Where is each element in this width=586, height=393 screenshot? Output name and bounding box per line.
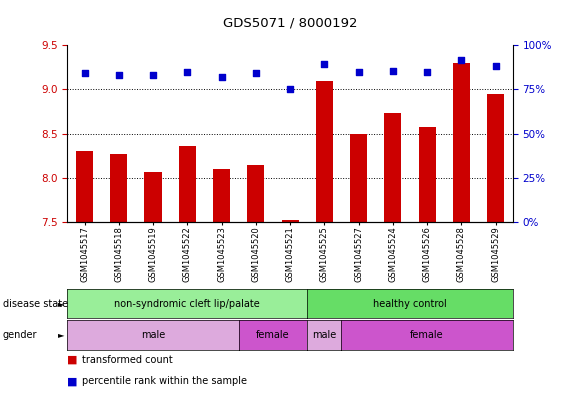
Point	[319, 61, 329, 67]
Point	[148, 72, 158, 78]
Text: ■: ■	[67, 354, 78, 365]
Text: healthy control: healthy control	[373, 299, 447, 309]
Text: gender: gender	[3, 330, 38, 340]
Text: ■: ■	[67, 376, 78, 386]
Text: non-syndromic cleft lip/palate: non-syndromic cleft lip/palate	[114, 299, 260, 309]
Text: male: male	[312, 330, 336, 340]
Text: male: male	[141, 330, 165, 340]
Text: ►: ►	[58, 299, 64, 308]
Point	[217, 74, 226, 80]
Bar	[110, 154, 127, 222]
Text: percentile rank within the sample: percentile rank within the sample	[82, 376, 247, 386]
Point	[114, 72, 124, 78]
Bar	[316, 81, 333, 222]
Bar	[350, 134, 367, 222]
Text: ►: ►	[58, 331, 64, 340]
Text: female: female	[256, 330, 289, 340]
Bar	[213, 169, 230, 222]
Point	[491, 62, 500, 69]
Bar	[453, 63, 470, 222]
Point	[423, 69, 432, 75]
Point	[285, 85, 295, 92]
Text: GDS5071 / 8000192: GDS5071 / 8000192	[223, 17, 357, 29]
Bar	[179, 146, 196, 222]
Bar	[145, 172, 162, 222]
Point	[251, 70, 261, 77]
Bar	[487, 94, 504, 222]
Text: female: female	[410, 330, 444, 340]
Point	[183, 69, 192, 75]
Bar	[281, 220, 299, 222]
Point	[354, 69, 363, 75]
Bar	[76, 151, 93, 222]
Bar	[247, 165, 264, 222]
Bar	[418, 127, 435, 222]
Point	[80, 70, 89, 77]
Text: transformed count: transformed count	[82, 354, 173, 365]
Point	[388, 68, 397, 74]
Bar	[384, 113, 401, 222]
Text: disease state: disease state	[3, 299, 68, 309]
Point	[456, 57, 466, 63]
